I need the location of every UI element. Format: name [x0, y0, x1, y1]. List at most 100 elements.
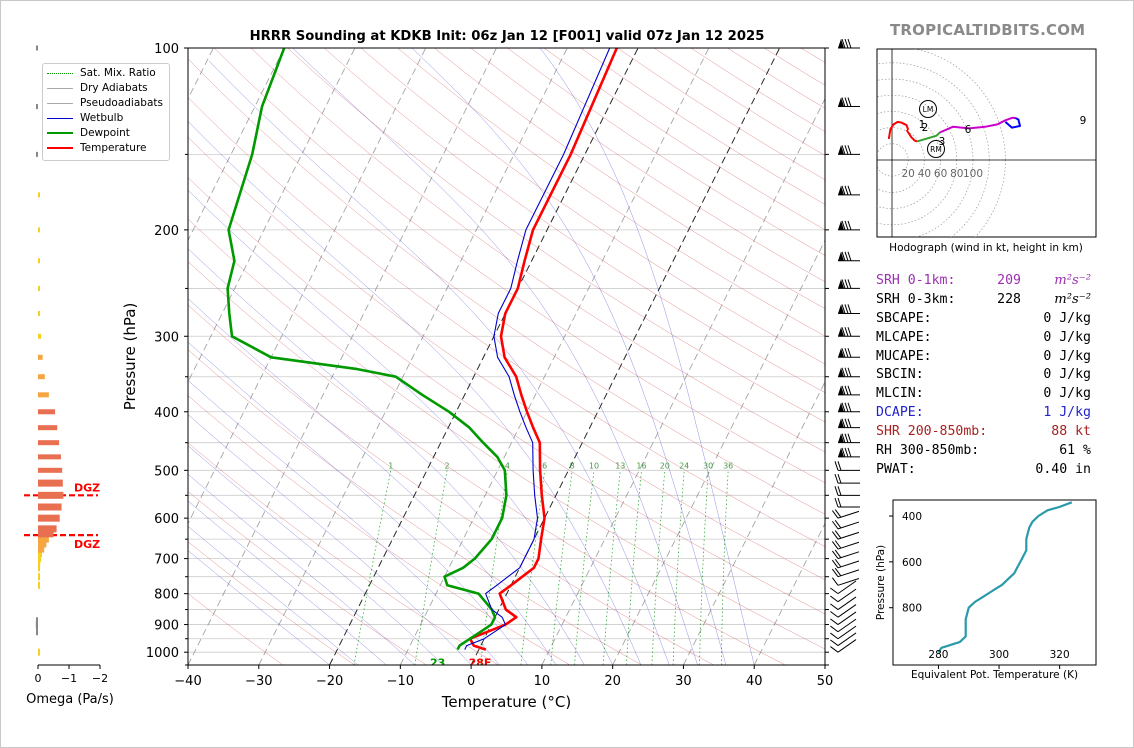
wind-barb-feather — [847, 348, 852, 358]
wind-barb-feather — [847, 145, 852, 155]
legend-label: Dewpoint — [80, 127, 130, 139]
isotherm-line — [612, 239, 825, 665]
parameter-row: RH 300-850mb: 61 % — [876, 442, 1091, 461]
main-axes: −40 −30 −20 −10 0 10 20 30 40 5010020030040050060… — [24, 29, 833, 711]
chart-title: HRRR Sounding at KDKB Init: 06z Jan 12 [… — [250, 29, 765, 44]
wind-barb-feather — [844, 251, 849, 261]
wind-barb-feather — [841, 447, 846, 458]
omega-bar — [38, 540, 47, 548]
wind-barb-feather — [831, 550, 839, 559]
pseudoadiabat — [539, 48, 755, 665]
wind-barb — [838, 38, 860, 49]
wind-barb-feather — [837, 461, 842, 471]
y-tick-label: 800 — [154, 588, 179, 603]
parameter-label: SBCIN: — [876, 367, 924, 383]
omega-bar — [38, 535, 49, 543]
dgz-label: DGZ — [74, 481, 100, 494]
wind-barb-staff — [837, 639, 857, 653]
wind-barb-feather — [847, 433, 852, 443]
wind-barb-feather — [841, 38, 846, 49]
main-lines: 1 2 4 6 8 10 13 16 20 24 30 36 — [188, 48, 825, 665]
theta-e-x-tick-label: 300 — [989, 649, 1009, 661]
hodograph-height-label: 1 — [919, 119, 926, 131]
isotherm-line — [188, 48, 497, 665]
omega-tick-label: −1 — [61, 672, 77, 685]
wind-barb-feather — [844, 38, 849, 49]
mixing-ratio-label: 8 — [570, 461, 575, 470]
wind-barb — [838, 348, 860, 358]
surface-temp-label: 28F — [469, 656, 492, 669]
wind-barb-feather — [841, 367, 846, 377]
storm-motion-marker — [927, 140, 945, 158]
mixing-ratio-label: 10 — [589, 461, 599, 470]
wind-barb-feather — [847, 251, 852, 261]
omega-bar — [38, 530, 54, 538]
dry-adiabat — [188, 593, 284, 665]
chart-legend: Sat. Mix. Ratio Dry Adiabats Pseudoadiab… — [42, 63, 170, 161]
dry-adiabat — [188, 218, 825, 650]
omega-axis-label: Omega (Pa/s) — [26, 692, 114, 707]
wind-barb-staff — [837, 541, 860, 550]
wind-barb — [831, 577, 860, 586]
wind-barb-feather — [834, 520, 842, 529]
wind-barb-feather — [847, 385, 852, 395]
parameter-value: 0 J/kg — [1043, 310, 1091, 326]
wind-barb-feather — [837, 473, 842, 484]
pseudoadiabat — [188, 379, 500, 665]
wind-barb-feather — [830, 625, 839, 633]
wind-barb-staff — [837, 531, 860, 540]
wind-barb — [830, 625, 857, 640]
y-tick-label: 500 — [154, 464, 179, 479]
wind-barb — [831, 549, 860, 560]
wind-barb-feather — [841, 348, 846, 358]
pseudoadiabat — [188, 500, 387, 665]
hodograph-ring-label: 80 — [950, 168, 963, 180]
omega-bar — [38, 440, 60, 446]
wind-barb-staff — [837, 632, 857, 646]
parameter-value: 228 — [997, 291, 1021, 307]
wind-barb — [834, 486, 860, 496]
wind-barb-flag — [838, 145, 844, 155]
wind-barb — [830, 596, 857, 610]
wind-barb-feather — [837, 486, 842, 496]
wind-barb-feather — [831, 520, 839, 530]
theta-e-y-tick-label: 400 — [902, 511, 922, 523]
x-tick-label: −20 — [316, 674, 343, 689]
parameter-value: 1 J/kg — [1043, 405, 1091, 421]
series-wetbulb — [464, 48, 611, 650]
wind-barb — [830, 580, 857, 595]
wind-barb — [831, 509, 860, 519]
wind-barb-feather — [841, 185, 846, 196]
hodograph-plot: 20 40 60 80 100 123 6 9 LM RM — [877, 49, 1096, 237]
wind-barb-staff — [837, 580, 857, 595]
dry-adiabat — [188, 97, 825, 547]
dry-adiabat — [188, 491, 427, 665]
dry-adiabat — [188, 58, 825, 515]
wind-barb — [830, 632, 857, 646]
x-tick-label: −10 — [387, 674, 414, 689]
omega-tick-label: 0 — [35, 672, 42, 685]
wind-barb-staff — [837, 551, 860, 560]
mixing-ratio-line — [626, 470, 642, 665]
wind-barb-flag — [838, 367, 844, 377]
wind-barb-feather — [841, 418, 846, 428]
x-tick-label: 20 — [604, 674, 621, 689]
isotherm-line — [541, 97, 825, 665]
y-tick-label: 100 — [154, 42, 179, 57]
wind-barb-staff — [837, 510, 860, 519]
wind-barb-feather — [834, 497, 839, 508]
theta-e-y-tick-label: 600 — [902, 557, 922, 569]
wind-barb — [838, 145, 860, 155]
parameter-unit: m²s⁻² — [1054, 273, 1091, 288]
wind-barb-feather — [841, 385, 846, 395]
pseudoadiabat — [188, 414, 472, 665]
omega-bar — [38, 573, 40, 581]
dry-adiabat — [188, 541, 355, 665]
dry-adiabat — [188, 177, 825, 615]
parameter-row: SBCIN: 0 J/kg — [876, 366, 1091, 385]
hodograph-ring-label: 40 — [918, 168, 931, 180]
wind-barb-staff — [837, 596, 857, 610]
storm-motion-label: LM — [923, 105, 934, 114]
isotherm-line — [188, 48, 285, 242]
parameter-value: 209 — [997, 273, 1021, 288]
